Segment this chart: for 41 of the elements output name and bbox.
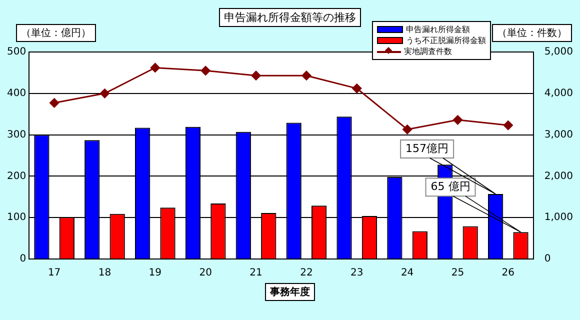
point	[200, 66, 210, 76]
point	[150, 62, 160, 72]
y-axis-title: （単位：億円）	[16, 24, 96, 42]
legend-label: うち不正脱漏所得金額	[405, 35, 486, 46]
annotation: 65 億円	[430, 180, 470, 193]
y2-tick-label: 2,000	[544, 170, 574, 182]
x-tick-label: 25	[451, 268, 464, 279]
annotation: 157億円	[406, 142, 449, 155]
x-tick-label: 26	[502, 268, 515, 279]
y2-tick-label: 5,000	[544, 46, 574, 58]
y-tick-label: 200	[6, 170, 26, 182]
y-tick-label: 400	[6, 88, 26, 99]
x-tick-label: 22	[300, 268, 313, 279]
y-tick-label: 300	[6, 129, 26, 140]
y2-axis-title: （単位：件数）	[492, 24, 572, 42]
x-tick-label: 19	[148, 268, 162, 279]
point	[352, 84, 362, 94]
x-tick-label: 21	[250, 268, 262, 279]
x-tick-label: 24	[400, 268, 414, 279]
y2-tick-label: 1,000	[544, 212, 574, 224]
y2-tick-label: 3,000	[544, 129, 574, 140]
y-tick-label: 0	[20, 254, 26, 265]
x-tick-label: 17	[48, 268, 61, 279]
y-tick-label: 100	[6, 212, 26, 224]
y2-tick-label: 0	[544, 254, 551, 265]
point	[50, 98, 60, 108]
point	[100, 88, 110, 98]
point	[302, 70, 312, 80]
legend-label: 申告漏れ所得金額	[405, 24, 471, 35]
legend-label: 実地調査件数	[403, 46, 453, 57]
point	[402, 124, 412, 134]
point	[503, 120, 513, 130]
x-axis-title: 事務年度	[265, 283, 315, 301]
point	[452, 115, 462, 125]
y-tick-label: 500	[6, 46, 26, 58]
x-tick-label: 20	[199, 268, 212, 279]
point	[251, 70, 261, 80]
chart-title: 申告漏れ所得金額等の推移	[219, 8, 361, 27]
x-tick-label: 23	[350, 268, 364, 279]
y2-tick-label: 4,000	[544, 88, 574, 99]
x-tick-label: 18	[98, 268, 112, 279]
